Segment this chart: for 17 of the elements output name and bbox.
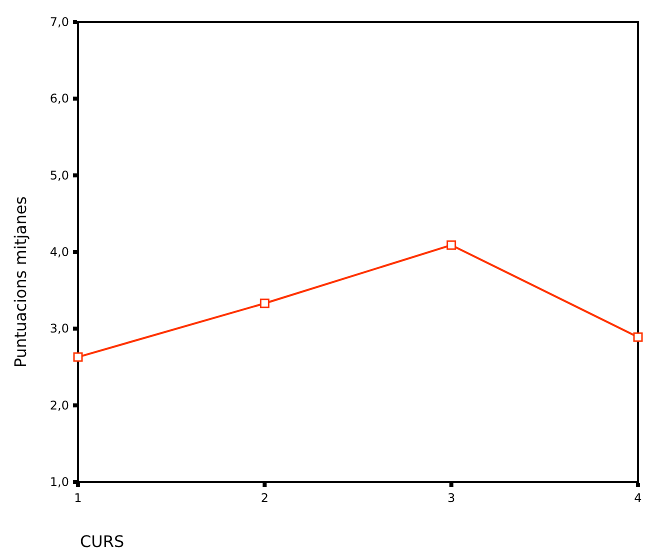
y-tick-label: 6,0 <box>50 92 69 106</box>
point <box>260 298 270 308</box>
x-tick-label: 3 <box>448 491 456 505</box>
y-tick-label: 5,0 <box>50 168 69 182</box>
y-tick-label: 2,0 <box>50 398 69 412</box>
y-tick-label: 1,0 <box>50 475 69 489</box>
x-tick-label: 1 <box>74 491 82 505</box>
x-tick-label: 4 <box>634 491 642 505</box>
point <box>446 240 456 250</box>
y-tick-label: 4,0 <box>50 245 69 259</box>
y-tick-label: 7,0 <box>50 15 69 29</box>
point <box>73 352 83 362</box>
y-tick-label: 3,0 <box>50 322 69 336</box>
y-axis-title: Puntuacions mitjanes <box>11 196 30 368</box>
point <box>633 332 643 342</box>
x-axis-title: CURS <box>80 532 124 551</box>
x-tick-label: 2 <box>260 491 268 505</box>
